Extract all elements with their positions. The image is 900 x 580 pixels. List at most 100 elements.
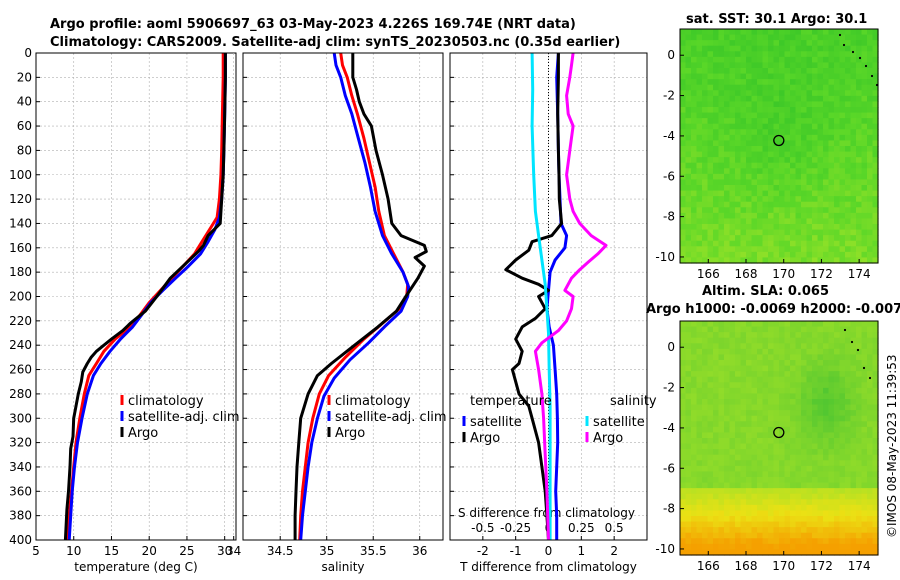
map-cell — [867, 157, 874, 164]
map-cell — [806, 499, 813, 506]
map-cell — [691, 151, 698, 158]
map-cell — [702, 62, 709, 69]
map-cell — [812, 527, 819, 534]
map-cell — [762, 168, 769, 175]
map-cell — [702, 146, 709, 153]
map-cell — [784, 51, 791, 58]
map-cell — [817, 201, 824, 208]
map-cell — [801, 387, 808, 395]
map-cell — [779, 516, 786, 523]
map-cell — [768, 415, 775, 422]
map-cell — [680, 326, 687, 333]
map-cell — [834, 107, 841, 114]
map-cell — [702, 382, 709, 389]
map-cell — [834, 101, 841, 108]
map-cell — [817, 493, 824, 500]
map-cell — [702, 493, 709, 500]
map-cell — [724, 493, 731, 500]
map-cell — [839, 112, 846, 119]
island-dot — [851, 50, 855, 54]
map-cell — [795, 90, 802, 97]
map-cell — [718, 465, 725, 473]
map-cell — [784, 56, 791, 64]
map-cell — [724, 449, 731, 456]
map-cell — [685, 207, 692, 214]
map-cell — [773, 56, 780, 64]
map-cell — [806, 527, 813, 534]
temperature-x-axis-label: temperature (deg C) — [74, 560, 197, 574]
map-cell — [828, 387, 835, 395]
map-cell — [845, 112, 852, 119]
map-cell — [762, 257, 769, 264]
map-cell — [817, 354, 824, 361]
map-cell — [806, 532, 813, 539]
map-cell — [740, 212, 747, 220]
map-cell — [861, 95, 868, 103]
map-cell — [762, 40, 769, 47]
map-cell — [828, 449, 835, 456]
map-cell — [839, 73, 846, 80]
map-cell — [696, 543, 703, 551]
y-tick-label: 140 — [9, 216, 32, 230]
map-cell — [696, 454, 703, 461]
map-cell — [724, 129, 731, 136]
map-cell — [724, 460, 731, 467]
map-cell — [762, 549, 769, 556]
map-cell — [839, 343, 846, 350]
map-cell — [845, 95, 852, 103]
map-cell — [828, 101, 835, 108]
map-cell — [751, 101, 758, 108]
map-cell — [696, 488, 703, 495]
map-cell — [757, 415, 764, 422]
map-cell — [828, 140, 835, 147]
map-cell — [823, 426, 830, 434]
map-cell — [768, 73, 775, 80]
map-cell — [801, 29, 808, 36]
map-cell — [861, 504, 868, 512]
map-cell — [801, 404, 808, 411]
map-cell — [790, 543, 797, 551]
map-cell — [680, 549, 687, 556]
map-cell — [757, 371, 764, 378]
map-cell — [812, 68, 819, 75]
map-cell — [729, 173, 736, 181]
map-cell — [696, 112, 703, 119]
map-cell — [735, 123, 742, 130]
map-cell — [861, 382, 868, 389]
map-cell — [729, 348, 736, 356]
map-cell — [806, 443, 813, 450]
map-cell — [861, 146, 868, 153]
map-cell — [696, 235, 703, 242]
map-cell — [685, 229, 692, 236]
map-cell — [823, 212, 830, 220]
map-cell — [729, 399, 736, 406]
map-cell — [823, 543, 830, 551]
map-cell — [867, 51, 874, 58]
map-cell — [768, 140, 775, 147]
map-cell — [740, 348, 747, 356]
map-cell — [801, 112, 808, 119]
map-cell — [740, 326, 747, 333]
map-cell — [856, 421, 863, 428]
map-cell — [680, 365, 687, 372]
map-cell — [713, 62, 720, 69]
map-cell — [867, 257, 874, 264]
map-cell — [817, 549, 824, 556]
map-cell — [707, 465, 714, 473]
map-cell — [768, 488, 775, 495]
map-cell — [757, 454, 764, 461]
map-cell — [867, 532, 874, 539]
map-cell — [746, 218, 753, 225]
map-cell — [740, 179, 747, 186]
map-cell — [724, 504, 731, 512]
map-cell — [768, 516, 775, 523]
s-diff-tick-label: -0.25 — [500, 521, 531, 535]
legend-group-temperature: temperature — [470, 394, 552, 409]
map-cell — [801, 257, 808, 264]
map-cell — [850, 162, 857, 169]
map-cell — [724, 118, 731, 125]
map-cell — [806, 190, 813, 197]
map-cell — [713, 201, 720, 208]
map-cell — [823, 168, 830, 175]
map-cell — [812, 157, 819, 164]
